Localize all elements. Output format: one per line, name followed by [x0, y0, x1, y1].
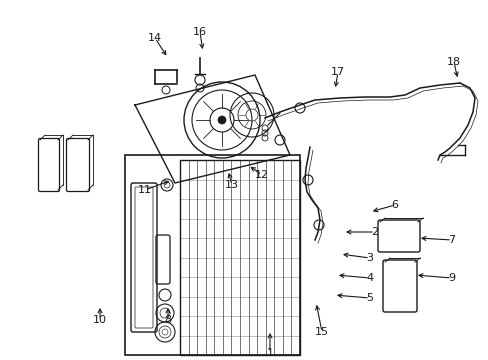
Text: 7: 7	[447, 235, 455, 245]
Text: 9: 9	[447, 273, 455, 283]
Text: 16: 16	[193, 27, 206, 37]
Circle shape	[218, 116, 225, 124]
Text: 8: 8	[164, 315, 171, 325]
Bar	[180, 160, 299, 355]
Text: 18: 18	[446, 57, 460, 67]
Circle shape	[303, 175, 312, 185]
Text: 14: 14	[148, 33, 162, 43]
Text: 6: 6	[391, 200, 398, 210]
Text: 13: 13	[224, 180, 239, 190]
Text: 15: 15	[314, 327, 328, 337]
Text: 4: 4	[366, 273, 373, 283]
Text: 10: 10	[93, 315, 107, 325]
Text: 17: 17	[330, 67, 345, 77]
Circle shape	[313, 220, 324, 230]
Text: 11: 11	[138, 185, 152, 195]
Text: 2: 2	[371, 227, 378, 237]
Bar	[125, 155, 299, 355]
Text: 5: 5	[366, 293, 373, 303]
Text: 3: 3	[366, 253, 373, 263]
Text: 12: 12	[254, 170, 268, 180]
Circle shape	[294, 103, 305, 113]
Circle shape	[274, 135, 285, 145]
Text: 1: 1	[266, 348, 273, 358]
